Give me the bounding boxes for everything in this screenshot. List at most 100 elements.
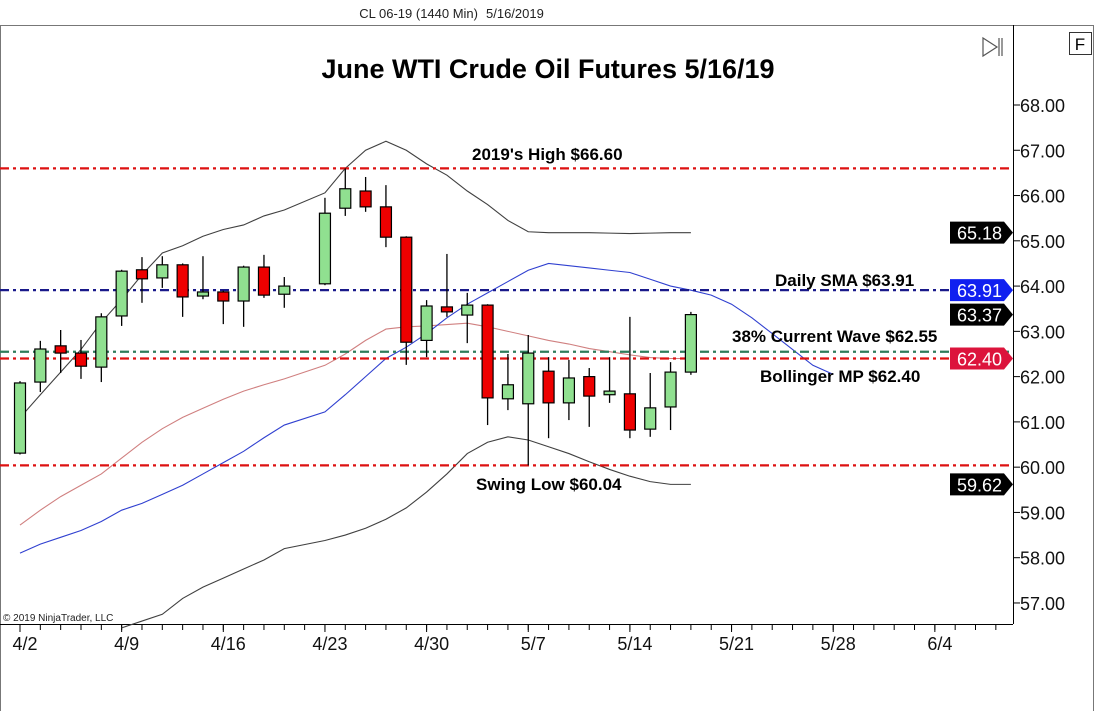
annotation-swing-low: Swing Low $60.04 <box>476 475 622 494</box>
candle-body <box>54 345 67 354</box>
annotation-current-wave: 38% Current Wave $62.55 <box>732 327 937 346</box>
y-tick-label: 58.00 <box>1020 549 1065 569</box>
chart-header-date: 5/16/2019 <box>486 6 544 21</box>
candle-body <box>257 266 271 296</box>
candle <box>379 185 393 248</box>
x-tick-label: 4/2 <box>12 634 37 654</box>
candle <box>13 381 27 455</box>
price-tag: 62.40 <box>950 347 1013 370</box>
candle <box>278 277 291 308</box>
y-tick-label: 61.00 <box>1020 413 1065 433</box>
indicator-line-blue-ma <box>19 262 834 554</box>
candle-body <box>603 390 616 396</box>
candle <box>156 256 169 288</box>
annotation-daily-sma: Daily SMA $63.91 <box>775 271 914 290</box>
candle <box>400 236 413 365</box>
candle-body <box>115 270 128 317</box>
price-tag-label: 63.37 <box>957 306 1002 326</box>
scroll-to-end-button[interactable] <box>982 36 1003 58</box>
candle-body <box>359 190 372 208</box>
y-tick-label: 62.00 <box>1020 368 1065 388</box>
candle <box>339 168 352 216</box>
candle-body <box>440 306 454 313</box>
price-tag: 63.37 <box>950 303 1013 326</box>
y-tick-label: 64.00 <box>1020 277 1065 297</box>
candle-body <box>95 316 108 368</box>
candle-body <box>420 305 433 342</box>
y-tick-label: 68.00 <box>1020 96 1065 116</box>
candle <box>359 176 372 212</box>
y-tick-label: 59.00 <box>1020 503 1065 523</box>
candle-body <box>176 264 189 298</box>
candle-body <box>196 291 210 297</box>
candle <box>562 359 576 421</box>
x-tick-label: 5/7 <box>521 634 546 654</box>
copyright-text: © 2019 NinjaTrader, LLC <box>3 613 113 624</box>
y-tick-label: 60.00 <box>1020 458 1065 478</box>
x-tick-label: 4/16 <box>211 634 246 654</box>
indicator-line-bb-upper <box>19 140 691 419</box>
candle <box>522 334 535 466</box>
candle-body <box>217 291 230 302</box>
candle-body <box>461 304 474 316</box>
chart-header-instrument: CL 06-19 (1440 Min) <box>359 6 478 21</box>
candle-body <box>379 206 393 238</box>
candle-body <box>623 393 637 431</box>
candle <box>257 254 271 298</box>
candle-body <box>74 352 88 367</box>
price-tag: 59.62 <box>950 473 1013 496</box>
candle <box>135 257 149 303</box>
candle <box>664 362 677 431</box>
y-tick-label: 57.00 <box>1020 594 1065 614</box>
chart-title: June WTI Crude Oil Futures 5/16/19 <box>321 54 774 84</box>
candle <box>501 353 515 411</box>
annotation-bollinger-mp: Bollinger MP $62.40 <box>760 367 920 386</box>
candle-body <box>278 285 291 295</box>
y-tick-label: 63.00 <box>1020 322 1065 342</box>
candle <box>237 265 250 327</box>
f-button[interactable]: F <box>1069 32 1092 55</box>
candle-body <box>583 376 596 397</box>
candle <box>603 357 616 403</box>
candle-body <box>481 304 494 399</box>
x-tick-label: 5/14 <box>617 634 652 654</box>
candle-body <box>562 377 576 404</box>
candle <box>461 292 474 344</box>
candle-body <box>400 236 413 343</box>
indicator-line-bb-lower <box>121 436 691 629</box>
candle-body <box>522 352 535 405</box>
candle <box>176 263 189 317</box>
price-tag-shape <box>950 347 1013 370</box>
candle-body <box>664 371 677 408</box>
candle <box>481 304 494 426</box>
candle <box>583 368 596 427</box>
candle <box>95 313 108 383</box>
candle <box>217 290 230 325</box>
candle <box>115 269 128 326</box>
y-tick-label: 67.00 <box>1020 141 1065 161</box>
price-tag-label: 62.40 <box>957 350 1002 370</box>
price-tag: 63.91 <box>950 279 1013 302</box>
candle-body <box>135 269 149 280</box>
x-tick-label: 5/28 <box>821 634 856 654</box>
candle <box>34 340 47 393</box>
price-tag: 65.18 <box>950 221 1013 244</box>
price-tag-shape <box>950 473 1013 496</box>
price-tag-shape <box>950 279 1013 302</box>
candle <box>196 256 210 300</box>
x-tick-label: 4/9 <box>114 634 139 654</box>
x-tick-label: 4/23 <box>312 634 347 654</box>
indicator-line-bb-middle <box>19 322 691 526</box>
candle-body <box>542 370 555 404</box>
candle-body <box>501 384 515 400</box>
y-tick-label: 65.00 <box>1020 232 1065 252</box>
price-tag-label: 65.18 <box>957 224 1002 244</box>
price-tag-shape <box>950 221 1013 244</box>
price-tag-label: 59.62 <box>957 475 1002 495</box>
price-tag-label: 63.91 <box>957 281 1002 301</box>
x-tick-label: 4/30 <box>414 634 449 654</box>
candle-body <box>237 266 250 302</box>
x-tick-label: 6/4 <box>927 634 952 654</box>
candle <box>54 329 67 373</box>
f-button-label: F <box>1075 35 1085 54</box>
